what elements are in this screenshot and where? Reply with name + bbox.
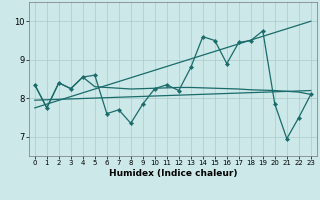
- X-axis label: Humidex (Indice chaleur): Humidex (Indice chaleur): [108, 169, 237, 178]
